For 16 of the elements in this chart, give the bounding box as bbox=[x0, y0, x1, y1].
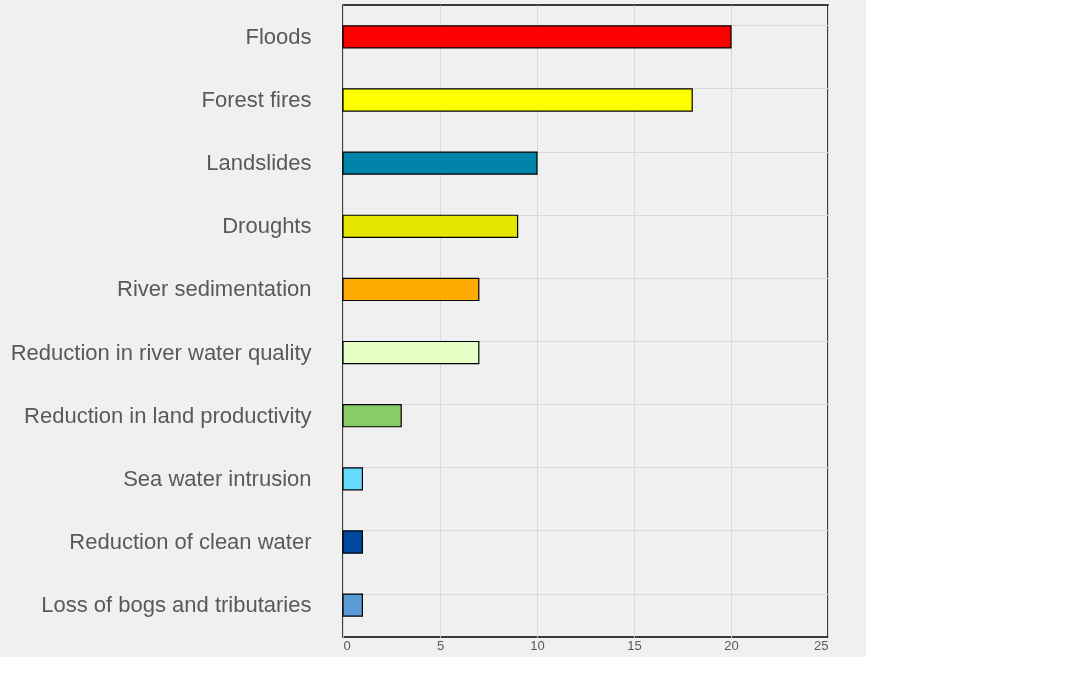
x-tick-label: 15 bbox=[627, 637, 642, 653]
x-tick-label: 10 bbox=[530, 637, 545, 653]
y-tick-label: Floods bbox=[245, 23, 312, 49]
x-tick-label: 0 bbox=[343, 637, 351, 653]
y-tick-label: Reduction in river water quality bbox=[10, 339, 312, 365]
x-tick-label: 5 bbox=[436, 637, 445, 653]
x-tick-label: 25 bbox=[814, 637, 829, 653]
y-tick-label: Sea water intrusion bbox=[123, 465, 312, 491]
y-tick-label: Loss of bogs and tributaries bbox=[41, 592, 312, 618]
y-tick-label: Droughts bbox=[222, 213, 312, 239]
y-tick-label: Reduction of clean water bbox=[69, 528, 312, 554]
y-tick-label: Reduction in land productivity bbox=[24, 402, 312, 428]
y-tick-label: Landslides bbox=[206, 150, 312, 176]
y-tick-label: Forest fires bbox=[201, 87, 312, 113]
y-tick-label: River sedimentation bbox=[117, 276, 312, 302]
x-tick-label: 20 bbox=[724, 637, 739, 653]
